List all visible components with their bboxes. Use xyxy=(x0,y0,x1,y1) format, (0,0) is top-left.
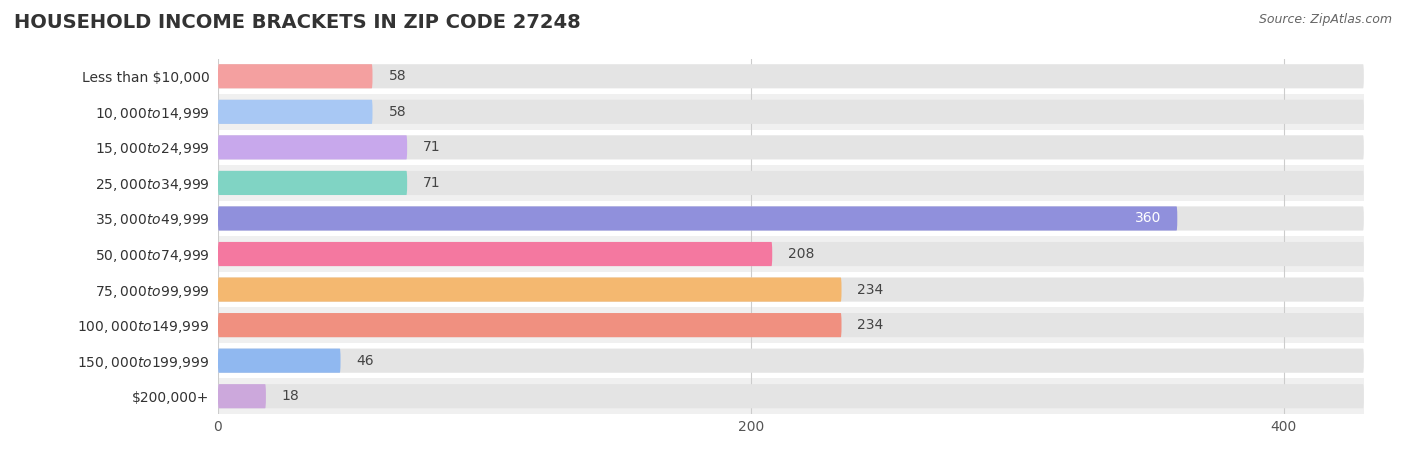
FancyBboxPatch shape xyxy=(218,94,1364,130)
FancyBboxPatch shape xyxy=(218,236,1364,272)
FancyBboxPatch shape xyxy=(218,272,1364,307)
FancyBboxPatch shape xyxy=(218,64,1364,88)
FancyBboxPatch shape xyxy=(218,130,1364,165)
FancyBboxPatch shape xyxy=(218,242,1364,266)
FancyBboxPatch shape xyxy=(218,135,1364,159)
FancyBboxPatch shape xyxy=(218,135,408,159)
FancyBboxPatch shape xyxy=(218,384,266,408)
Text: 18: 18 xyxy=(281,389,299,403)
FancyBboxPatch shape xyxy=(218,100,373,124)
FancyBboxPatch shape xyxy=(218,165,1364,201)
FancyBboxPatch shape xyxy=(218,384,1364,408)
FancyBboxPatch shape xyxy=(218,64,373,88)
FancyBboxPatch shape xyxy=(218,171,408,195)
FancyBboxPatch shape xyxy=(218,278,1364,302)
FancyBboxPatch shape xyxy=(218,207,1364,230)
Text: 46: 46 xyxy=(357,354,374,368)
Text: HOUSEHOLD INCOME BRACKETS IN ZIP CODE 27248: HOUSEHOLD INCOME BRACKETS IN ZIP CODE 27… xyxy=(14,14,581,32)
Text: 58: 58 xyxy=(388,105,406,119)
Text: 71: 71 xyxy=(423,176,440,190)
Text: 234: 234 xyxy=(858,318,884,332)
Text: 360: 360 xyxy=(1135,212,1161,225)
Text: 234: 234 xyxy=(858,283,884,297)
Text: 71: 71 xyxy=(423,140,440,154)
Text: 58: 58 xyxy=(388,69,406,83)
Text: 208: 208 xyxy=(789,247,814,261)
FancyBboxPatch shape xyxy=(218,58,1364,94)
FancyBboxPatch shape xyxy=(218,349,1364,373)
FancyBboxPatch shape xyxy=(218,349,340,373)
FancyBboxPatch shape xyxy=(218,100,1364,124)
FancyBboxPatch shape xyxy=(218,201,1364,236)
FancyBboxPatch shape xyxy=(218,313,842,337)
FancyBboxPatch shape xyxy=(218,207,1177,230)
FancyBboxPatch shape xyxy=(218,242,772,266)
FancyBboxPatch shape xyxy=(218,378,1364,414)
Text: Source: ZipAtlas.com: Source: ZipAtlas.com xyxy=(1258,14,1392,27)
FancyBboxPatch shape xyxy=(218,171,1364,195)
FancyBboxPatch shape xyxy=(218,278,842,302)
FancyBboxPatch shape xyxy=(218,343,1364,378)
FancyBboxPatch shape xyxy=(218,313,1364,337)
FancyBboxPatch shape xyxy=(218,307,1364,343)
